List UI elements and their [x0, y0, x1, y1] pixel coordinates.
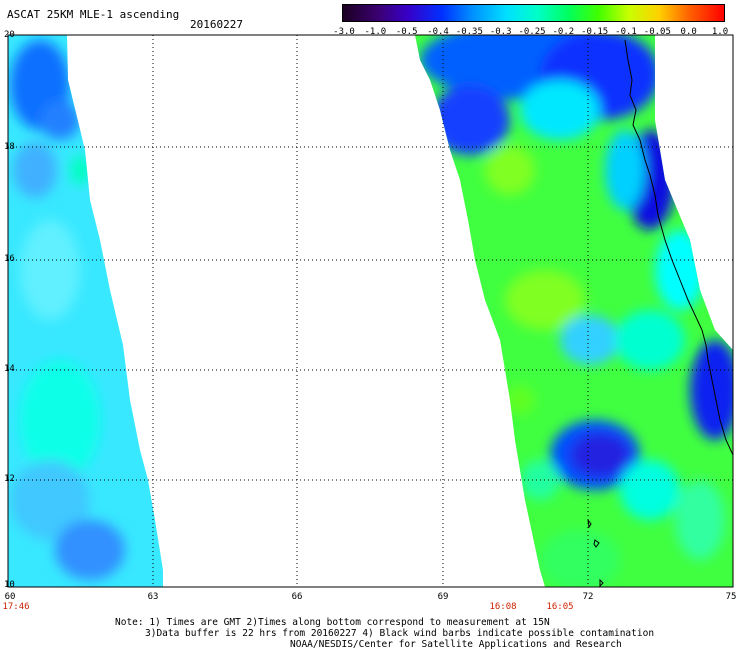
lon-label-66: 66 [291, 592, 303, 602]
footnotes: Note: 1) Times are GMT 2)Times along bot… [0, 617, 740, 650]
color-scale-bar [342, 4, 725, 22]
lat-label-10: 10 [4, 580, 15, 590]
lat-label-14: 14 [4, 364, 15, 374]
color-scale-tick: -0.2 [552, 27, 575, 37]
color-scale-tick: -0.15 [581, 27, 609, 37]
lat-label-12: 12 [4, 474, 15, 484]
pass-time-mid: 16:08 [489, 602, 517, 612]
map-title: ASCAT 25KM MLE-1 ascending [7, 8, 180, 21]
lon-label-60: 60 [4, 592, 16, 602]
map-frame [7, 34, 734, 588]
color-scale-tick: -0.4 [427, 27, 449, 37]
lon-label-72: 72 [582, 592, 594, 602]
lat-label-16: 16 [4, 254, 15, 264]
left-swath [8, 35, 163, 587]
color-scale-tick: -0.25 [518, 27, 546, 37]
color-scale-tick: -1.0 [364, 27, 387, 37]
color-scale-tick: -0.1 [615, 27, 637, 37]
pass-time-left: 17:46 [2, 602, 30, 612]
coastline [587, 39, 734, 588]
pass-time-right: 16:05 [546, 602, 574, 612]
note-line-2: 3)Data buffer is 22 hrs from 20160227 4)… [145, 628, 655, 639]
lon-label-75: 75 [725, 592, 737, 602]
lat-label-18: 18 [4, 142, 15, 152]
map-date: 20160227 [190, 18, 243, 31]
color-scale-tick: -0.35 [455, 27, 483, 37]
color-scale-tick: 0.0 [680, 27, 697, 37]
color-scale-tick: -0.3 [489, 27, 512, 37]
note-line-3: NOAA/NESDIS/Center for Satellite Applica… [290, 639, 622, 650]
color-scale-tick: -0.05 [643, 27, 671, 37]
lon-label-69: 69 [437, 592, 449, 602]
graticule [8, 35, 733, 587]
color-scale-tick: -3.0 [333, 27, 355, 37]
right-swath [415, 35, 733, 587]
color-scale-tick: -0.5 [395, 27, 418, 37]
lon-label-63: 63 [147, 592, 159, 602]
note-line-1: Note: 1) Times are GMT 2)Times along bot… [115, 617, 550, 628]
color-scale-tick: 1.0 [711, 27, 729, 37]
lat-label-20: 20 [4, 30, 15, 40]
